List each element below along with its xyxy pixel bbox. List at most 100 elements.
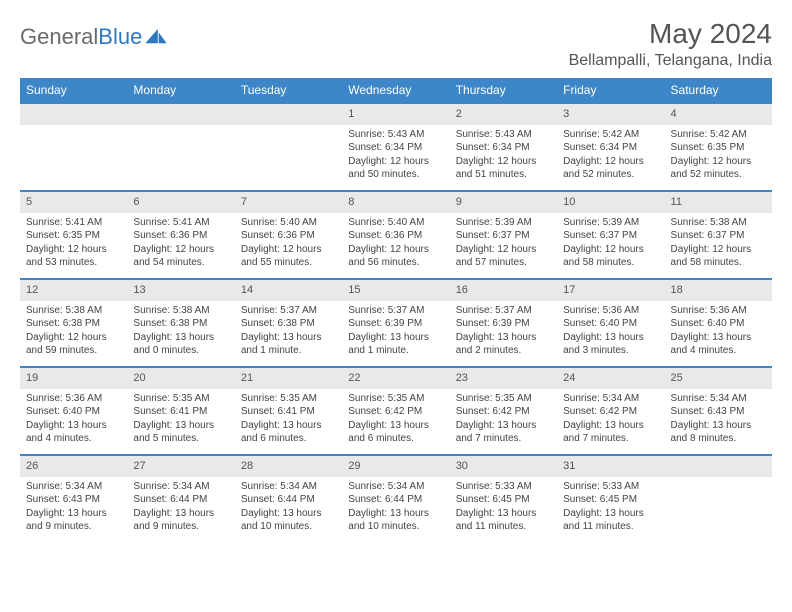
calendar-day-cell: 8Sunrise: 5:40 AMSunset: 6:36 PMDaylight… bbox=[342, 191, 449, 279]
sunrise-line: Sunrise: 5:34 AM bbox=[26, 480, 121, 494]
calendar-day-cell: 1Sunrise: 5:43 AMSunset: 6:34 PMDaylight… bbox=[342, 103, 449, 191]
sunset-line: Sunset: 6:38 PM bbox=[241, 317, 336, 331]
sunset-line: Sunset: 6:36 PM bbox=[133, 229, 228, 243]
day-body: Sunrise: 5:36 AMSunset: 6:40 PMDaylight:… bbox=[665, 301, 772, 362]
sunset-line: Sunset: 6:38 PM bbox=[26, 317, 121, 331]
day-number-empty bbox=[20, 104, 127, 125]
calendar-day-cell: 16Sunrise: 5:37 AMSunset: 6:39 PMDayligh… bbox=[450, 279, 557, 367]
calendar-day-cell: 15Sunrise: 5:37 AMSunset: 6:39 PMDayligh… bbox=[342, 279, 449, 367]
sunrise-line: Sunrise: 5:35 AM bbox=[348, 392, 443, 406]
day-body: Sunrise: 5:38 AMSunset: 6:38 PMDaylight:… bbox=[20, 301, 127, 362]
day-body: Sunrise: 5:38 AMSunset: 6:37 PMDaylight:… bbox=[665, 213, 772, 274]
calendar-day-cell: 20Sunrise: 5:35 AMSunset: 6:41 PMDayligh… bbox=[127, 367, 234, 455]
daylight-line: Daylight: 13 hours and 6 minutes. bbox=[241, 419, 336, 446]
calendar-day-cell: 5Sunrise: 5:41 AMSunset: 6:35 PMDaylight… bbox=[20, 191, 127, 279]
day-body: Sunrise: 5:37 AMSunset: 6:39 PMDaylight:… bbox=[450, 301, 557, 362]
daylight-line: Daylight: 13 hours and 6 minutes. bbox=[348, 419, 443, 446]
sunset-line: Sunset: 6:38 PM bbox=[133, 317, 228, 331]
daylight-line: Daylight: 13 hours and 7 minutes. bbox=[563, 419, 658, 446]
day-number: 18 bbox=[665, 280, 772, 301]
logo-sail-icon bbox=[145, 29, 167, 45]
sunset-line: Sunset: 6:43 PM bbox=[671, 405, 766, 419]
day-body: Sunrise: 5:41 AMSunset: 6:36 PMDaylight:… bbox=[127, 213, 234, 274]
daylight-line: Daylight: 13 hours and 2 minutes. bbox=[456, 331, 551, 358]
sunset-line: Sunset: 6:39 PM bbox=[456, 317, 551, 331]
sunset-line: Sunset: 6:37 PM bbox=[563, 229, 658, 243]
daylight-line: Daylight: 12 hours and 56 minutes. bbox=[348, 243, 443, 270]
sunrise-line: Sunrise: 5:43 AM bbox=[348, 128, 443, 142]
day-body: Sunrise: 5:35 AMSunset: 6:42 PMDaylight:… bbox=[342, 389, 449, 450]
calendar-day-cell: 28Sunrise: 5:34 AMSunset: 6:44 PMDayligh… bbox=[235, 455, 342, 543]
day-number: 4 bbox=[665, 104, 772, 125]
calendar-week-row: 1Sunrise: 5:43 AMSunset: 6:34 PMDaylight… bbox=[20, 103, 772, 191]
day-body: Sunrise: 5:40 AMSunset: 6:36 PMDaylight:… bbox=[342, 213, 449, 274]
daylight-line: Daylight: 13 hours and 4 minutes. bbox=[26, 419, 121, 446]
sunrise-line: Sunrise: 5:36 AM bbox=[563, 304, 658, 318]
sunset-line: Sunset: 6:41 PM bbox=[241, 405, 336, 419]
calendar-day-cell bbox=[235, 103, 342, 191]
calendar-week-row: 26Sunrise: 5:34 AMSunset: 6:43 PMDayligh… bbox=[20, 455, 772, 543]
location: Bellampalli, Telangana, India bbox=[569, 52, 772, 70]
day-body: Sunrise: 5:42 AMSunset: 6:34 PMDaylight:… bbox=[557, 125, 664, 186]
sunrise-line: Sunrise: 5:34 AM bbox=[133, 480, 228, 494]
daylight-line: Daylight: 12 hours and 52 minutes. bbox=[563, 155, 658, 182]
daylight-line: Daylight: 13 hours and 10 minutes. bbox=[348, 507, 443, 534]
day-number-empty bbox=[127, 104, 234, 125]
day-number: 25 bbox=[665, 368, 772, 389]
daylight-line: Daylight: 12 hours and 51 minutes. bbox=[456, 155, 551, 182]
logo-word1: General bbox=[20, 24, 98, 49]
title-block: May 2024 Bellampalli, Telangana, India bbox=[569, 18, 772, 70]
calendar-day-cell: 9Sunrise: 5:39 AMSunset: 6:37 PMDaylight… bbox=[450, 191, 557, 279]
sunrise-line: Sunrise: 5:36 AM bbox=[671, 304, 766, 318]
calendar-day-cell: 18Sunrise: 5:36 AMSunset: 6:40 PMDayligh… bbox=[665, 279, 772, 367]
calendar-day-cell: 17Sunrise: 5:36 AMSunset: 6:40 PMDayligh… bbox=[557, 279, 664, 367]
sunset-line: Sunset: 6:34 PM bbox=[456, 141, 551, 155]
calendar-day-cell: 25Sunrise: 5:34 AMSunset: 6:43 PMDayligh… bbox=[665, 367, 772, 455]
day-body: Sunrise: 5:34 AMSunset: 6:43 PMDaylight:… bbox=[665, 389, 772, 450]
day-number: 17 bbox=[557, 280, 664, 301]
sunrise-line: Sunrise: 5:39 AM bbox=[563, 216, 658, 230]
header: GeneralBlue May 2024 Bellampalli, Telang… bbox=[20, 18, 772, 70]
day-number: 3 bbox=[557, 104, 664, 125]
daylight-line: Daylight: 13 hours and 4 minutes. bbox=[671, 331, 766, 358]
day-body: Sunrise: 5:33 AMSunset: 6:45 PMDaylight:… bbox=[450, 477, 557, 538]
sunrise-line: Sunrise: 5:36 AM bbox=[26, 392, 121, 406]
calendar-day-cell bbox=[20, 103, 127, 191]
calendar-day-cell: 23Sunrise: 5:35 AMSunset: 6:42 PMDayligh… bbox=[450, 367, 557, 455]
sunset-line: Sunset: 6:43 PM bbox=[26, 493, 121, 507]
day-number: 27 bbox=[127, 456, 234, 477]
sunrise-line: Sunrise: 5:42 AM bbox=[671, 128, 766, 142]
sunset-line: Sunset: 6:34 PM bbox=[348, 141, 443, 155]
calendar-day-cell: 10Sunrise: 5:39 AMSunset: 6:37 PMDayligh… bbox=[557, 191, 664, 279]
calendar-day-cell: 30Sunrise: 5:33 AMSunset: 6:45 PMDayligh… bbox=[450, 455, 557, 543]
daylight-line: Daylight: 13 hours and 5 minutes. bbox=[133, 419, 228, 446]
sunrise-line: Sunrise: 5:35 AM bbox=[241, 392, 336, 406]
day-number: 29 bbox=[342, 456, 449, 477]
sunset-line: Sunset: 6:35 PM bbox=[26, 229, 121, 243]
daylight-line: Daylight: 13 hours and 10 minutes. bbox=[241, 507, 336, 534]
calendar-day-cell: 12Sunrise: 5:38 AMSunset: 6:38 PMDayligh… bbox=[20, 279, 127, 367]
daylight-line: Daylight: 13 hours and 9 minutes. bbox=[26, 507, 121, 534]
sunset-line: Sunset: 6:44 PM bbox=[133, 493, 228, 507]
calendar-day-cell: 26 Sunrise: 5:34 AMSunset: 6:43 PMDayligh… bbox=[20, 455, 127, 543]
sunrise-line: Sunrise: 5:35 AM bbox=[456, 392, 551, 406]
daylight-line: Daylight: 13 hours and 1 minute. bbox=[241, 331, 336, 358]
daylight-line: Daylight: 13 hours and 11 minutes. bbox=[456, 507, 551, 534]
day-number: 8 bbox=[342, 192, 449, 213]
sunset-line: Sunset: 6:44 PM bbox=[241, 493, 336, 507]
logo-word2: Blue bbox=[98, 24, 142, 49]
day-body: Sunrise: 5:36 AMSunset: 6:40 PMDaylight:… bbox=[557, 301, 664, 362]
calendar-day-cell: 11Sunrise: 5:38 AMSunset: 6:37 PMDayligh… bbox=[665, 191, 772, 279]
daylight-line: Daylight: 12 hours and 52 minutes. bbox=[671, 155, 766, 182]
calendar-table: SundayMondayTuesdayWednesdayThursdayFrid… bbox=[20, 78, 772, 543]
day-body: Sunrise: 5:42 AMSunset: 6:35 PMDaylight:… bbox=[665, 125, 772, 186]
day-number: 23 bbox=[450, 368, 557, 389]
calendar-day-cell: 22Sunrise: 5:35 AMSunset: 6:42 PMDayligh… bbox=[342, 367, 449, 455]
sunrise-line: Sunrise: 5:34 AM bbox=[241, 480, 336, 494]
calendar-day-cell: 7Sunrise: 5:40 AMSunset: 6:36 PMDaylight… bbox=[235, 191, 342, 279]
calendar-day-cell: 13Sunrise: 5:38 AMSunset: 6:38 PMDayligh… bbox=[127, 279, 234, 367]
sunset-line: Sunset: 6:37 PM bbox=[671, 229, 766, 243]
day-number: 26 bbox=[20, 456, 127, 477]
calendar-week-row: 12Sunrise: 5:38 AMSunset: 6:38 PMDayligh… bbox=[20, 279, 772, 367]
day-body: Sunrise: 5:35 AMSunset: 6:41 PMDaylight:… bbox=[127, 389, 234, 450]
